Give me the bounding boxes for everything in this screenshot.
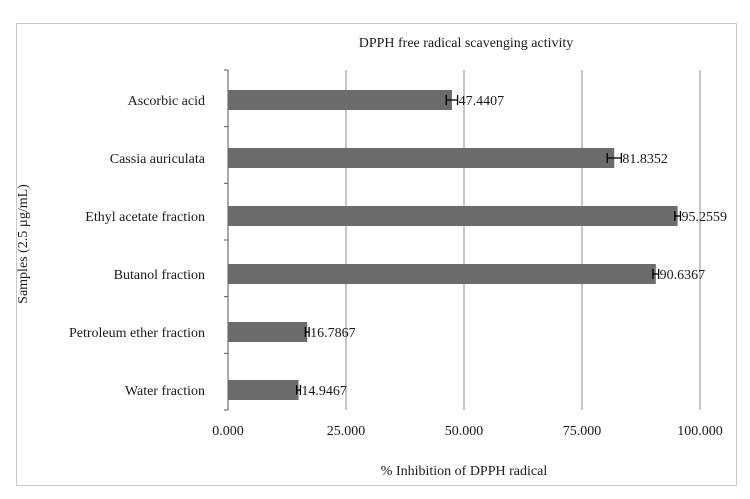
x-tick-label: 0.000 — [212, 424, 244, 439]
x-axis-label: % Inhibition of DPPH radical — [381, 464, 548, 479]
chart-title: DPPH free radical scavenging activity — [359, 36, 574, 51]
category-label: Ascorbic acid — [128, 94, 205, 109]
data-label: 81.8352 — [622, 152, 668, 167]
category-label: Cassia auriculata — [110, 152, 206, 167]
data-label: 16.7867 — [310, 326, 356, 341]
data-label: 95.2559 — [681, 210, 727, 225]
data-label: 14.9467 — [301, 384, 347, 399]
x-tick-label: 50.000 — [445, 424, 484, 439]
data-label: 90.6367 — [660, 268, 706, 283]
bar — [228, 380, 299, 400]
x-tick-label: 25.000 — [327, 424, 366, 439]
y-axis-label: Samples (2.5 µg/mL) — [16, 184, 31, 304]
x-tick-label: 75.000 — [563, 424, 602, 439]
category-label: Water fraction — [125, 384, 205, 399]
x-tick-label: 100.000 — [677, 424, 723, 439]
bar — [228, 148, 615, 168]
bar — [228, 264, 656, 284]
data-label: 47.4407 — [459, 94, 505, 109]
bar — [228, 322, 308, 342]
category-label: Butanol fraction — [114, 268, 205, 283]
bar — [228, 90, 452, 110]
category-label: Ethyl acetate fraction — [85, 210, 205, 225]
bar — [228, 206, 678, 226]
category-label: Petroleum ether fraction — [69, 326, 205, 341]
